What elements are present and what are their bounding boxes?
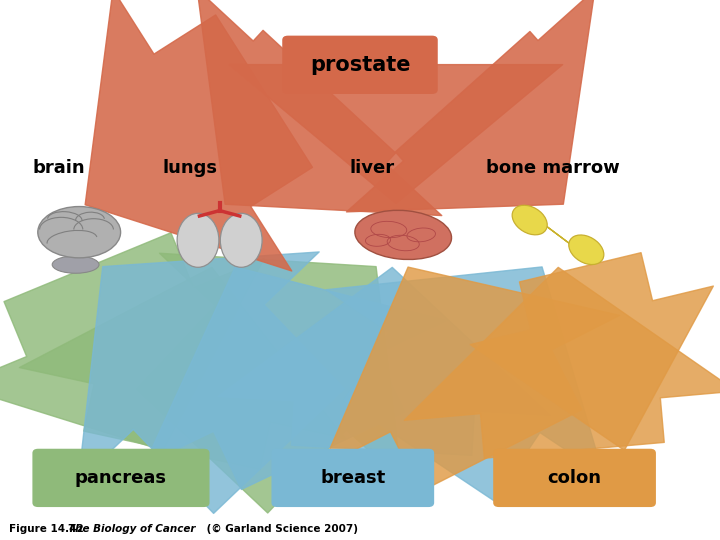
Text: brain: brain xyxy=(32,159,85,177)
FancyBboxPatch shape xyxy=(282,36,438,94)
Ellipse shape xyxy=(38,207,121,258)
Text: lungs: lungs xyxy=(162,159,217,177)
Ellipse shape xyxy=(52,256,99,273)
Text: liver: liver xyxy=(349,159,395,177)
FancyBboxPatch shape xyxy=(493,449,656,507)
Text: The Biology of Cancer: The Biology of Cancer xyxy=(68,523,195,534)
Ellipse shape xyxy=(569,235,604,265)
Text: bone marrow: bone marrow xyxy=(486,159,620,177)
Text: pancreas: pancreas xyxy=(75,469,167,487)
Text: colon: colon xyxy=(548,469,602,487)
Polygon shape xyxy=(528,213,588,257)
FancyBboxPatch shape xyxy=(271,449,434,507)
Text: prostate: prostate xyxy=(310,55,410,75)
Text: (© Garland Science 2007): (© Garland Science 2007) xyxy=(203,523,358,534)
Ellipse shape xyxy=(220,213,262,267)
Ellipse shape xyxy=(355,210,451,260)
Text: Figure 14.42: Figure 14.42 xyxy=(9,523,91,534)
Ellipse shape xyxy=(512,205,547,235)
Text: breast: breast xyxy=(320,469,385,487)
FancyBboxPatch shape xyxy=(32,449,210,507)
Ellipse shape xyxy=(177,213,219,267)
